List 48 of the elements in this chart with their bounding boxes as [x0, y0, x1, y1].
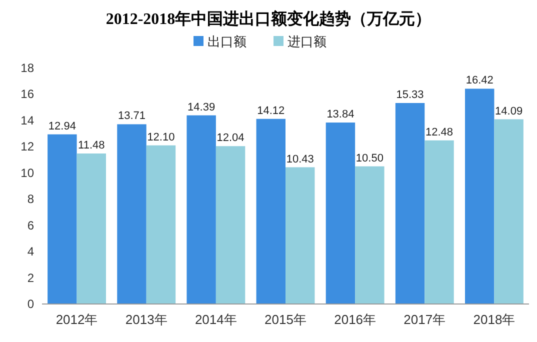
y-tick-label: 2	[27, 270, 34, 285]
x-tick-label: 2017年	[404, 312, 446, 327]
bar	[216, 146, 246, 304]
data-label: 16.42	[466, 74, 494, 87]
x-tick-label: 2018年	[473, 312, 516, 327]
bar	[186, 115, 216, 304]
data-label: 11.48	[78, 139, 105, 152]
y-tick-label: 0	[27, 297, 34, 311]
x-tick-label: 2013年	[125, 312, 168, 327]
legend-label: 出口额	[208, 34, 246, 49]
data-label: 12.48	[425, 126, 454, 138]
data-label: 14.12	[257, 104, 285, 117]
data-label: 12.04	[216, 132, 244, 144]
y-tick-label: 16	[20, 87, 34, 102]
x-tick-label: 2014年	[194, 312, 237, 327]
x-tick-label: 2015年	[264, 312, 306, 327]
x-tick-label: 2016年	[334, 312, 376, 327]
y-tick-label: 14	[20, 113, 34, 128]
legend-label: 进口额	[288, 34, 326, 49]
data-label: 13.84	[326, 108, 354, 121]
bar	[326, 122, 356, 304]
y-tick-label: 18	[20, 61, 34, 75]
bar	[464, 88, 494, 304]
bar	[48, 134, 77, 304]
bar	[355, 166, 384, 304]
y-tick-label: 10	[20, 166, 34, 180]
y-tick-label: 4	[27, 244, 34, 259]
x-tick-label: 2012年	[56, 312, 98, 327]
data-label: 10.50	[356, 152, 384, 164]
y-tick-label: 12	[20, 140, 34, 154]
bar	[424, 140, 454, 304]
bar	[76, 153, 106, 304]
y-tick-label: 8	[27, 192, 34, 206]
bar	[286, 167, 315, 304]
data-label: 10.43	[286, 153, 314, 166]
data-label: 14.09	[495, 105, 523, 118]
y-tick-label: 6	[27, 218, 34, 232]
data-label: 14.39	[188, 101, 216, 114]
bar	[117, 124, 146, 304]
chart-title: 2012-2018年中国进出口额变化趋势（万亿元）	[106, 10, 432, 28]
data-label: 15.33	[396, 89, 424, 102]
bar	[146, 145, 176, 304]
data-label: 12.94	[48, 120, 76, 132]
bar	[395, 103, 425, 304]
data-label: 13.71	[118, 110, 146, 122]
data-label: 12.10	[147, 131, 175, 144]
bar	[494, 119, 524, 304]
bar	[256, 118, 286, 304]
